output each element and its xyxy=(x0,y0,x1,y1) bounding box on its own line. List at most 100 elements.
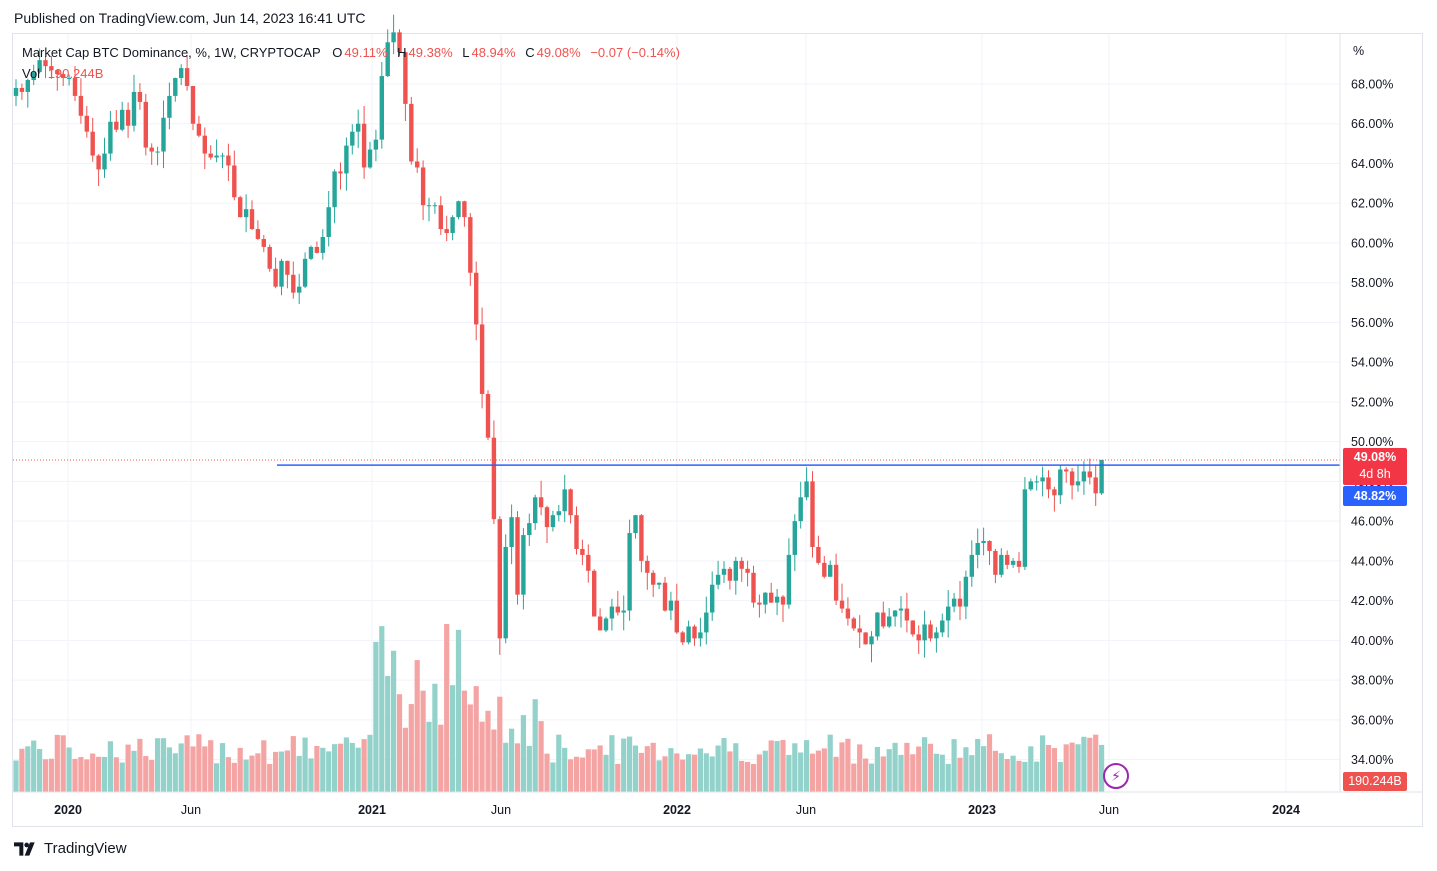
candle-body xyxy=(120,109,125,130)
time-tick-label: Jun xyxy=(1099,803,1119,817)
volume-bar xyxy=(367,734,373,792)
price-tick-label: 44.00% xyxy=(1351,554,1393,568)
volume-bar xyxy=(833,756,839,792)
time-tick-label: 2021 xyxy=(358,803,386,817)
candle-body xyxy=(940,620,945,633)
price-tick-label: 54.00% xyxy=(1351,356,1393,370)
time-tick-label: 2022 xyxy=(663,803,691,817)
candle-body xyxy=(385,42,390,77)
volume-bar xyxy=(963,747,969,792)
volume-bar xyxy=(792,743,798,792)
candle-body xyxy=(161,117,166,152)
volume-bar xyxy=(214,763,220,792)
candle-body xyxy=(686,626,691,643)
volume-bar xyxy=(1045,745,1052,792)
volume-bar xyxy=(84,759,90,792)
candle-body xyxy=(651,572,656,585)
volume-bar xyxy=(1063,744,1069,792)
candle-body xyxy=(916,634,921,641)
candle-body xyxy=(155,151,160,153)
legend-open-label: O xyxy=(332,45,343,60)
volume-bar xyxy=(326,751,332,792)
candle-body xyxy=(367,149,373,168)
volume-bar xyxy=(391,650,397,792)
price-tick-label: 58.00% xyxy=(1351,276,1393,290)
volume-bar xyxy=(538,721,544,792)
candle-body xyxy=(320,236,325,253)
volume-bar xyxy=(644,746,650,792)
candle-body xyxy=(49,66,54,71)
volume-bar xyxy=(314,745,320,792)
candle-body xyxy=(1064,469,1069,472)
time-tick-label: Jun xyxy=(181,803,201,817)
candle-body xyxy=(733,560,738,581)
chart-frame[interactable] xyxy=(12,33,1423,827)
candle-body xyxy=(344,145,349,174)
volume-bar xyxy=(910,754,916,792)
candle-body xyxy=(1075,481,1081,486)
volume-bar xyxy=(184,735,190,792)
volume-bar xyxy=(42,759,49,792)
candle-body xyxy=(149,147,154,152)
price-tick-label: 46.00% xyxy=(1351,515,1393,529)
volume-bar xyxy=(90,753,96,792)
volume-bar xyxy=(568,759,574,792)
candle-body xyxy=(792,521,797,555)
footer-brand[interactable]: TradingView xyxy=(44,840,127,857)
candle-body xyxy=(745,568,750,573)
volume-bar xyxy=(54,734,60,792)
volume-bar xyxy=(273,751,279,792)
volume-bar xyxy=(998,753,1004,792)
candle-body xyxy=(167,95,172,118)
candle-body xyxy=(833,564,839,601)
volume-value: 190.244B xyxy=(47,66,104,81)
symbol-legend: Market Cap BTC Dominance, %, 1W, CRYPTOC… xyxy=(22,45,682,60)
volume-bar xyxy=(798,752,804,792)
price-tick-label: 42.00% xyxy=(1351,594,1393,608)
volume-bar xyxy=(343,737,349,792)
candle-body xyxy=(1058,469,1063,496)
candle-body xyxy=(721,568,727,575)
candle-body xyxy=(373,139,379,150)
volume-bar xyxy=(60,735,66,792)
overlay-layer xyxy=(13,459,1340,466)
candle-body xyxy=(468,217,473,273)
price-tick-label: 52.00% xyxy=(1351,395,1393,409)
volume-bar xyxy=(1010,755,1016,792)
price-tick-label: 60.00% xyxy=(1351,236,1393,250)
candle-body xyxy=(999,554,1004,575)
volume-bar xyxy=(491,729,497,792)
volume-bar xyxy=(1016,760,1022,792)
volume-bar xyxy=(573,756,580,792)
candle-layer xyxy=(13,14,1104,663)
volume-bar xyxy=(473,686,479,792)
price-tick-label: 36.00% xyxy=(1351,713,1393,727)
volume-bar xyxy=(638,752,644,792)
candle-body xyxy=(232,165,237,198)
volume-bar xyxy=(627,736,633,792)
lightning-icon[interactable]: ⚡ xyxy=(1103,763,1129,789)
volume-bar xyxy=(863,758,869,792)
legend-open-value: 49.11% xyxy=(344,45,388,60)
candle-body xyxy=(220,155,225,157)
candle-body xyxy=(361,123,367,168)
volume-bar xyxy=(939,754,945,792)
candle-body xyxy=(839,600,845,609)
volume-bar xyxy=(750,763,757,792)
candle-body xyxy=(1081,471,1087,482)
candle-body xyxy=(497,519,502,639)
volume-bar xyxy=(839,742,845,792)
candle-body xyxy=(562,489,567,512)
time-tick-label: Jun xyxy=(491,803,511,817)
candle-body xyxy=(1028,481,1033,490)
volume-bar xyxy=(680,759,686,792)
candle-body xyxy=(515,517,520,595)
price-tick-label: 40.00% xyxy=(1351,634,1393,648)
volume-bar xyxy=(349,742,355,792)
price-axis-unit: % xyxy=(1353,44,1364,58)
tradingview-logo-icon[interactable] xyxy=(14,841,38,856)
time-tick-label: 2023 xyxy=(968,803,996,817)
candle-body xyxy=(627,533,632,611)
candle-body xyxy=(397,32,402,53)
